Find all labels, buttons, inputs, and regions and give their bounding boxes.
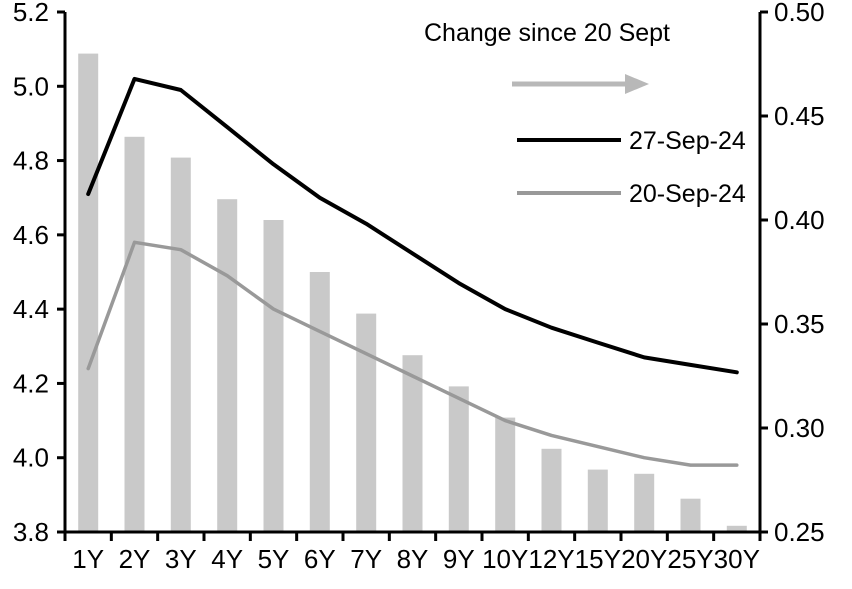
x-axis-category-label: 3Y: [165, 544, 197, 574]
change-bar: [263, 220, 284, 532]
right-axis-tick-label: 0.35: [774, 309, 825, 339]
x-axis-category-label: 12Y: [528, 544, 574, 574]
change-bar: [78, 53, 99, 532]
change-bar: [680, 498, 701, 532]
legend-label-20sep: 20-Sep-24: [629, 180, 746, 208]
left-axis-tick-label: 5.2: [13, 0, 49, 27]
left-axis-tick-label: 4.6: [13, 220, 49, 250]
change-bar: [448, 386, 469, 532]
bars-group: [78, 53, 747, 533]
legend-title: Change since 20 Sept: [424, 19, 670, 47]
axes-group: 5.2 5.0 4.8 4.6 4.4 4.2 4.0 3.8 0.50 0.45 0.40 0.35…: [13, 0, 825, 574]
change-bar: [541, 448, 562, 532]
x-axis-category-label: 5Y: [258, 544, 290, 574]
x-axis-category-label: 6Y: [304, 544, 336, 574]
change-bar: [726, 525, 747, 532]
change-bar: [402, 355, 423, 532]
change-bar: [495, 417, 516, 532]
change-bar: [309, 272, 330, 532]
left-axis-tick-label: 4.0: [13, 443, 49, 473]
series-line-27-sep-24: [86, 76, 739, 375]
left-axis-tick-label: 4.8: [13, 146, 49, 176]
right-axis-tick-label: 0.25: [774, 517, 825, 547]
right-axis-tick-label: 0.45: [774, 101, 825, 131]
left-axis-tick-label: 3.8: [13, 517, 49, 547]
legend: Change since 20 Sept 27-Sep-24 20-Sep-24: [424, 19, 746, 208]
left-axis-tick-label: 4.2: [13, 368, 49, 398]
change-bar: [170, 157, 191, 532]
x-axis-category-label: 4Y: [211, 544, 243, 574]
x-axis-category-label: 10Y: [482, 544, 528, 574]
change-direction-arrow-icon: [512, 74, 649, 94]
x-axis-category-label: 30Y: [714, 544, 760, 574]
right-axis-tick-label: 0.40: [774, 205, 825, 235]
change-bar: [356, 313, 377, 532]
x-axis-category-label: 9Y: [443, 544, 475, 574]
x-axis-category-label: 25Y: [667, 544, 713, 574]
left-axis-tick-label: 5.0: [13, 71, 49, 101]
x-axis-category-label: 7Y: [350, 544, 382, 574]
right-axis-tick-label: 0.50: [774, 0, 825, 27]
change-bar: [217, 199, 238, 532]
left-axis-tick-label: 4.4: [13, 294, 49, 324]
x-axis-category-label: 8Y: [397, 544, 429, 574]
x-axis-category-label: 1Y: [72, 544, 104, 574]
change-bar: [587, 469, 608, 532]
x-axis-category-label: 2Y: [119, 544, 151, 574]
x-axis-category-label: 20Y: [621, 544, 667, 574]
lines-group: [86, 76, 739, 467]
change-bar: [124, 136, 145, 533]
x-axis-category-label: 15Y: [575, 544, 621, 574]
series-line-20-sep-24: [86, 240, 739, 467]
arrow-head: [625, 74, 649, 94]
legend-label-27sep: 27-Sep-24: [629, 127, 746, 155]
change-bar: [634, 473, 655, 532]
right-axis-tick-label: 0.30: [774, 413, 825, 443]
